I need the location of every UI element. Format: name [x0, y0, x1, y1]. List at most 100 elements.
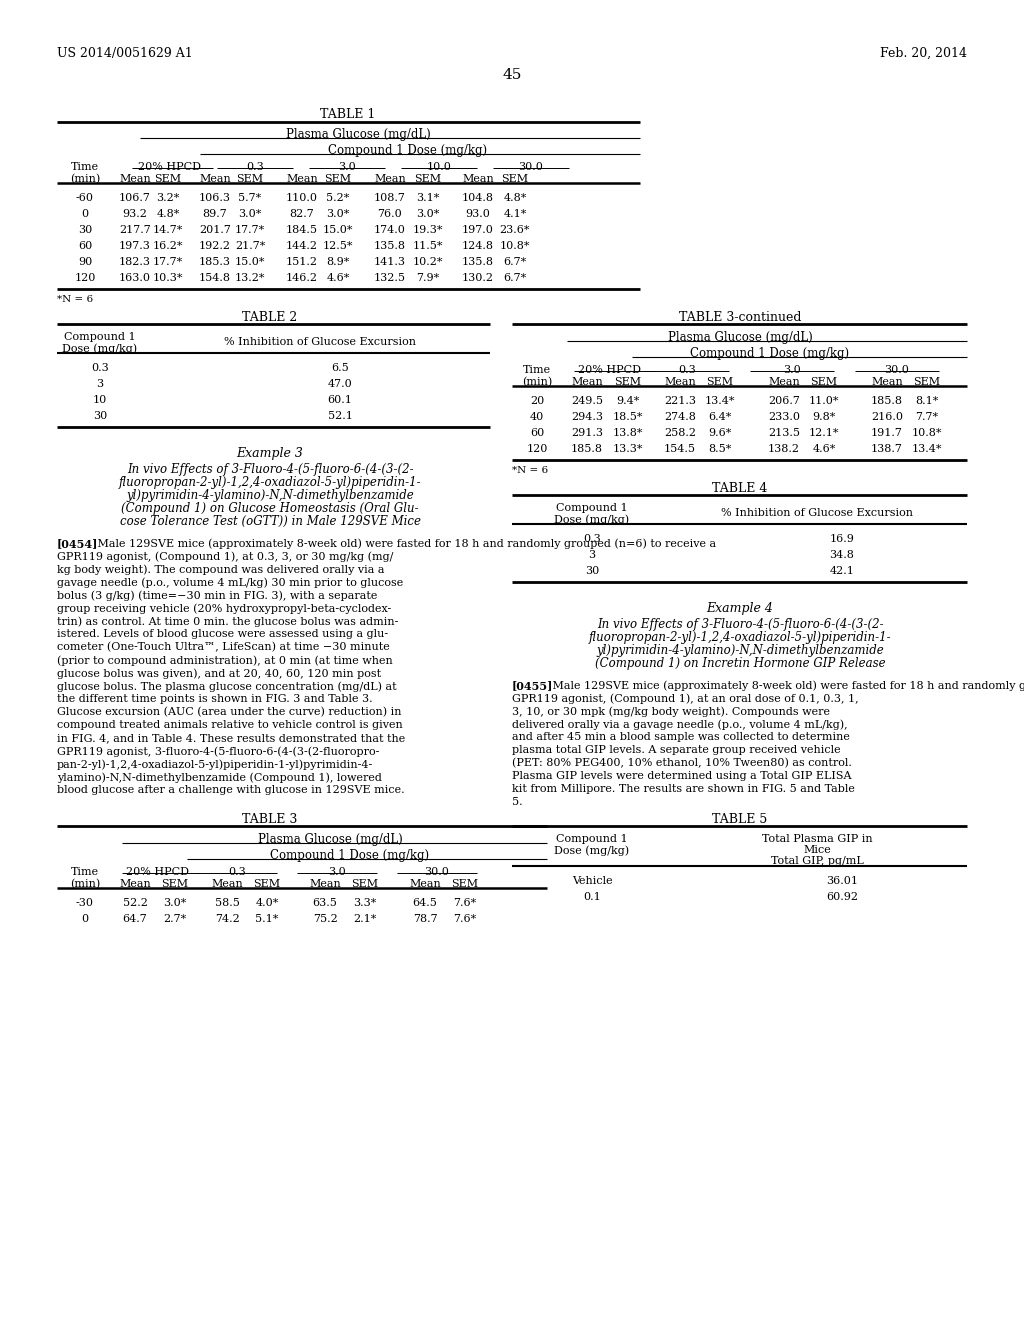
Text: 60.92: 60.92 — [826, 892, 858, 902]
Text: 10.3*: 10.3* — [153, 273, 183, 282]
Text: 151.2: 151.2 — [286, 257, 318, 267]
Text: Compound 1: Compound 1 — [556, 834, 628, 843]
Text: 13.4*: 13.4* — [911, 444, 942, 454]
Text: 60: 60 — [529, 428, 544, 438]
Text: Example 4: Example 4 — [707, 602, 773, 615]
Text: 3.0*: 3.0* — [163, 898, 186, 908]
Text: 154.8: 154.8 — [199, 273, 231, 282]
Text: *N = 6: *N = 6 — [57, 294, 93, 304]
Text: fluoropropan-2-yl)-1,2,4-oxadiazol-5-yl)piperidin-1-: fluoropropan-2-yl)-1,2,4-oxadiazol-5-yl)… — [589, 631, 891, 644]
Text: 93.2: 93.2 — [123, 209, 147, 219]
Text: Mean: Mean — [374, 174, 406, 183]
Text: 7.6*: 7.6* — [454, 898, 476, 908]
Text: 163.0: 163.0 — [119, 273, 151, 282]
Text: In vivo Effects of 3-Fluoro-4-(5-fluoro-6-(4-(3-(2-: In vivo Effects of 3-Fluoro-4-(5-fluoro-… — [597, 618, 884, 631]
Text: Mean: Mean — [119, 879, 151, 888]
Text: (min): (min) — [70, 174, 100, 185]
Text: 20: 20 — [529, 396, 544, 407]
Text: 132.5: 132.5 — [374, 273, 406, 282]
Text: 294.3: 294.3 — [571, 412, 603, 422]
Text: 5.1*: 5.1* — [255, 913, 279, 924]
Text: % Inhibition of Glucose Excursion: % Inhibition of Glucose Excursion — [721, 508, 913, 517]
Text: ylamino)-N,N-dimethylbenzamide (Compound 1), lowered: ylamino)-N,N-dimethylbenzamide (Compound… — [57, 772, 382, 783]
Text: 60.1: 60.1 — [328, 395, 352, 405]
Text: -30: -30 — [76, 898, 94, 908]
Text: 185.8: 185.8 — [571, 444, 603, 454]
Text: 138.7: 138.7 — [871, 444, 903, 454]
Text: Compound 1: Compound 1 — [65, 333, 136, 342]
Text: 21.7*: 21.7* — [234, 242, 265, 251]
Text: 11.0*: 11.0* — [809, 396, 840, 407]
Text: the different time points is shown in FIG. 3 and Table 3.: the different time points is shown in FI… — [57, 694, 373, 704]
Text: blood glucose after a challenge with glucose in 129SVE mice.: blood glucose after a challenge with glu… — [57, 785, 404, 795]
Text: 58.5: 58.5 — [215, 898, 240, 908]
Text: TABLE 5: TABLE 5 — [713, 813, 768, 826]
Text: 191.7: 191.7 — [871, 428, 903, 438]
Text: gavage needle (p.o., volume 4 mL/kg) 30 min prior to glucose: gavage needle (p.o., volume 4 mL/kg) 30 … — [57, 577, 403, 587]
Text: 13.2*: 13.2* — [234, 273, 265, 282]
Text: 23.6*: 23.6* — [500, 224, 530, 235]
Text: SEM: SEM — [325, 174, 351, 183]
Text: 206.7: 206.7 — [768, 396, 800, 407]
Text: 4.0*: 4.0* — [255, 898, 279, 908]
Text: Dose (mg/kg): Dose (mg/kg) — [554, 513, 630, 524]
Text: 0.3: 0.3 — [246, 162, 264, 172]
Text: 10.2*: 10.2* — [413, 257, 443, 267]
Text: % Inhibition of Glucose Excursion: % Inhibition of Glucose Excursion — [224, 337, 416, 347]
Text: -60: -60 — [76, 193, 94, 203]
Text: 5.2*: 5.2* — [327, 193, 349, 203]
Text: 185.8: 185.8 — [871, 396, 903, 407]
Text: Mean: Mean — [286, 174, 317, 183]
Text: 12.5*: 12.5* — [323, 242, 353, 251]
Text: 10.8*: 10.8* — [500, 242, 530, 251]
Text: 20% HPCD: 20% HPCD — [579, 366, 641, 375]
Text: kit from Millipore. The results are shown in FIG. 5 and Table: kit from Millipore. The results are show… — [512, 784, 855, 795]
Text: SEM: SEM — [351, 879, 379, 888]
Text: 52.1: 52.1 — [328, 411, 352, 421]
Text: (Compound 1) on Glucose Homeostasis (Oral Glu-: (Compound 1) on Glucose Homeostasis (Ora… — [121, 502, 419, 515]
Text: bolus (3 g/kg) (time=−30 min in FIG. 3), with a separate: bolus (3 g/kg) (time=−30 min in FIG. 3),… — [57, 590, 378, 601]
Text: Mean: Mean — [119, 174, 151, 183]
Text: 184.5: 184.5 — [286, 224, 318, 235]
Text: trin) as control. At time 0 min. the glucose bolus was admin-: trin) as control. At time 0 min. the glu… — [57, 616, 398, 627]
Text: 74.2: 74.2 — [215, 913, 240, 924]
Text: 106.7: 106.7 — [119, 193, 151, 203]
Text: 135.8: 135.8 — [462, 257, 494, 267]
Text: 154.5: 154.5 — [664, 444, 696, 454]
Text: 10.0: 10.0 — [427, 162, 452, 172]
Text: yl)pyrimidin-4-ylamino)-N,N-dimethylbenzamide: yl)pyrimidin-4-ylamino)-N,N-dimethylbenz… — [596, 644, 884, 657]
Text: 8.1*: 8.1* — [915, 396, 939, 407]
Text: SEM: SEM — [253, 879, 281, 888]
Text: 3.0*: 3.0* — [239, 209, 262, 219]
Text: TABLE 1: TABLE 1 — [321, 108, 376, 121]
Text: SEM: SEM — [415, 174, 441, 183]
Text: 5.7*: 5.7* — [239, 193, 261, 203]
Text: 9.8*: 9.8* — [812, 412, 836, 422]
Text: SEM: SEM — [913, 378, 941, 387]
Text: 216.0: 216.0 — [871, 412, 903, 422]
Text: Mean: Mean — [768, 378, 800, 387]
Text: 13.8*: 13.8* — [612, 428, 643, 438]
Text: (min): (min) — [522, 378, 552, 387]
Text: Male 129SVE mice (approximately 8-week old) were fasted for 18 h and randomly gr: Male 129SVE mice (approximately 8-week o… — [87, 539, 716, 549]
Text: Mice: Mice — [803, 845, 830, 855]
Text: Compound 1: Compound 1 — [556, 503, 628, 513]
Text: 258.2: 258.2 — [664, 428, 696, 438]
Text: 192.2: 192.2 — [199, 242, 231, 251]
Text: compound treated animals relative to vehicle control is given: compound treated animals relative to veh… — [57, 719, 402, 730]
Text: Time: Time — [71, 867, 99, 876]
Text: 4.1*: 4.1* — [504, 209, 526, 219]
Text: 0: 0 — [82, 913, 88, 924]
Text: 9.6*: 9.6* — [709, 428, 732, 438]
Text: 3.0*: 3.0* — [417, 209, 439, 219]
Text: 3.0: 3.0 — [338, 162, 356, 172]
Text: 36.01: 36.01 — [826, 876, 858, 886]
Text: 63.5: 63.5 — [312, 898, 338, 908]
Text: Mean: Mean — [665, 378, 696, 387]
Text: Compound 1 Dose (mg/kg): Compound 1 Dose (mg/kg) — [690, 347, 850, 360]
Text: 20% HPCD: 20% HPCD — [126, 867, 188, 876]
Text: 182.3: 182.3 — [119, 257, 151, 267]
Text: 19.3*: 19.3* — [413, 224, 443, 235]
Text: 110.0: 110.0 — [286, 193, 318, 203]
Text: cose Tolerance Test (oGTT)) in Male 129SVE Mice: cose Tolerance Test (oGTT)) in Male 129S… — [120, 515, 421, 528]
